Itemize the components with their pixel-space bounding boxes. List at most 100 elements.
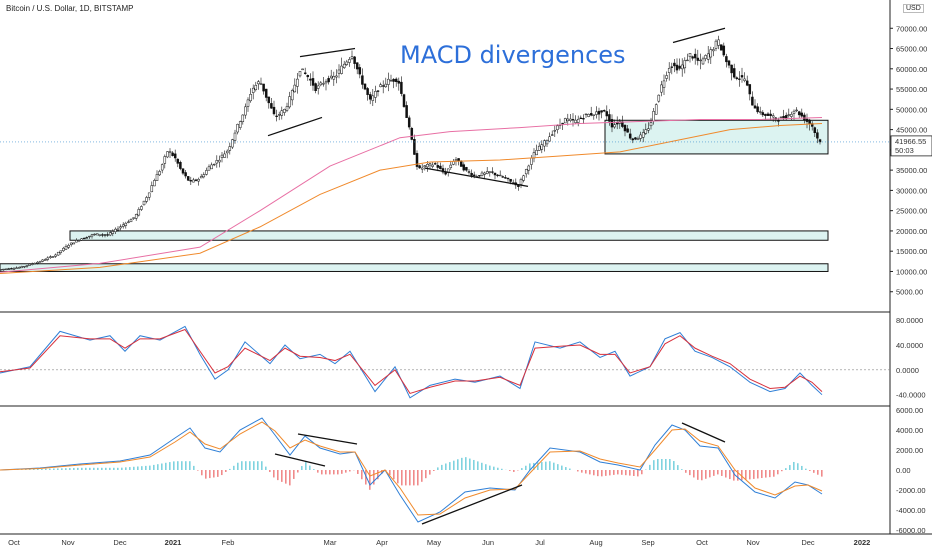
- candle-down: [415, 153, 419, 167]
- candle-down: [756, 106, 759, 113]
- candle-up: [137, 209, 141, 216]
- histogram-bar: [733, 470, 735, 481]
- candle-up: [699, 59, 702, 62]
- candle-up: [524, 169, 528, 175]
- histogram-bar: [565, 467, 567, 470]
- histogram-bar: [701, 470, 703, 481]
- histogram-bar: [557, 464, 559, 470]
- candle-down: [691, 56, 694, 59]
- histogram-bar: [673, 461, 675, 470]
- symbol-header: Bitcoin / U.S. Dollar, 1D, BITSTAMP: [6, 4, 134, 13]
- chart-title: MACD divergences: [400, 41, 626, 69]
- candle-down: [176, 158, 180, 164]
- histogram-bar: [57, 468, 59, 470]
- support-zone: [0, 263, 829, 272]
- histogram-bar: [161, 463, 163, 470]
- candle-up: [350, 56, 354, 59]
- candle-up: [644, 129, 648, 134]
- candle-down: [722, 45, 726, 56]
- histogram-bar: [265, 466, 267, 470]
- price-axis: 5000.00 10000.00 15000.00 20000.00 25000.00 3…: [890, 24, 927, 535]
- histogram-bar: [365, 470, 367, 485]
- histogram-bar: [337, 470, 339, 475]
- price-tick-label: 25000.00: [896, 207, 927, 216]
- candle-up: [290, 90, 294, 101]
- histogram-bar: [173, 461, 175, 470]
- macd-tick-label: 2000.00: [896, 446, 923, 455]
- candle-down: [597, 110, 601, 115]
- candle-down: [10, 268, 13, 270]
- candle-down: [571, 119, 575, 121]
- candle-up: [665, 75, 668, 79]
- macd-trendline: [421, 484, 523, 525]
- histogram-bar: [717, 470, 719, 475]
- histogram-bar: [765, 470, 767, 478]
- histogram-bar: [801, 465, 803, 470]
- candle-down: [402, 94, 406, 107]
- candle-up: [145, 197, 148, 202]
- candle-down: [602, 110, 606, 112]
- histogram-bar: [665, 459, 667, 470]
- macd-tick-label: -6000.00: [896, 526, 926, 535]
- histogram-bar: [805, 468, 807, 470]
- candle-down: [678, 65, 681, 69]
- candle-up: [301, 68, 304, 71]
- price-badge: [890, 135, 932, 157]
- candle-up: [543, 140, 546, 147]
- price-tick-label: 30000.00: [896, 186, 927, 195]
- histogram-bar: [413, 470, 415, 486]
- candle-up: [75, 240, 78, 243]
- histogram-bar: [569, 468, 571, 470]
- histogram-bar: [769, 470, 771, 478]
- candle-down: [101, 234, 104, 236]
- time-axis: Oct Nov Dec 2021 Feb Mar Apr May Jun Jul Aug Sep Oct…: [8, 538, 870, 547]
- currency-label[interactable]: USD: [903, 4, 924, 13]
- candle-down: [194, 179, 198, 181]
- candle-up: [688, 53, 692, 57]
- candle-down: [353, 56, 356, 64]
- trendline: [672, 27, 726, 44]
- candle-up: [717, 39, 720, 46]
- histogram-bar: [201, 470, 203, 476]
- histogram-bar: [89, 467, 91, 470]
- histogram-bar: [77, 467, 79, 470]
- histogram-bar: [753, 470, 755, 479]
- time-tick-label: Mar: [324, 538, 337, 547]
- candle-down: [418, 165, 421, 169]
- histogram-bar: [93, 467, 95, 470]
- candle-down: [805, 118, 809, 122]
- candle-up: [93, 233, 96, 236]
- histogram-bar: [69, 468, 71, 470]
- candle-up: [56, 251, 60, 256]
- candle-up: [249, 94, 252, 102]
- candle-down: [470, 172, 473, 176]
- candle-down: [472, 174, 476, 176]
- candle-up: [530, 157, 533, 165]
- histogram-bar: [553, 462, 555, 470]
- candle-up: [2, 268, 5, 271]
- candle-up: [576, 118, 580, 123]
- candle-up: [322, 83, 325, 85]
- histogram-bar: [49, 468, 51, 470]
- candle-down: [800, 112, 804, 117]
- histogram-bar: [585, 470, 587, 474]
- candle-up: [535, 149, 538, 156]
- candle-up: [51, 256, 55, 258]
- histogram-bar: [577, 470, 579, 472]
- candle-up: [714, 40, 718, 49]
- candle-up: [12, 268, 16, 270]
- macd-tick-label: -4000.00: [896, 506, 926, 515]
- histogram-bar: [405, 470, 407, 486]
- candle-up: [519, 179, 523, 185]
- histogram-bar: [657, 459, 659, 470]
- histogram-bar: [781, 470, 783, 472]
- candle-down: [189, 180, 193, 182]
- histogram-bar: [245, 461, 247, 470]
- time-tick-label: May: [427, 538, 441, 547]
- histogram-bar: [237, 462, 239, 470]
- histogram-bar: [285, 470, 287, 484]
- histogram-bar: [149, 465, 151, 470]
- histogram-bar: [357, 470, 359, 474]
- candle-down: [436, 165, 440, 168]
